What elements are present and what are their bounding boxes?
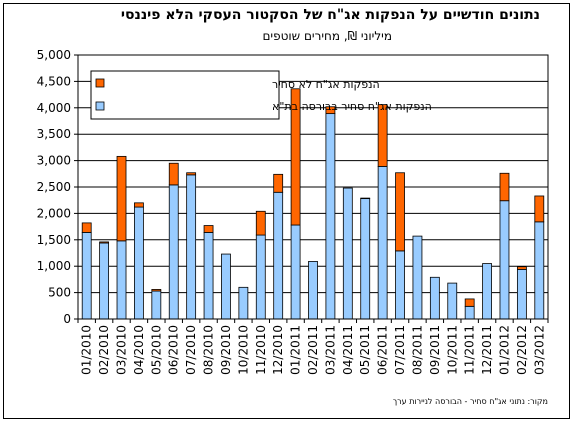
plot-area-border [77, 54, 549, 320]
bar-non-traded [81, 222, 92, 233]
x-tick-label: 04/2011 [341, 325, 355, 375]
bar-non-traded [464, 298, 475, 307]
bar-traded [99, 242, 110, 320]
x-tick-label: 11/2010 [254, 325, 268, 375]
bar-non-traded [168, 162, 179, 186]
bar-traded [81, 232, 92, 320]
x-tick-label: 05/2011 [358, 325, 372, 375]
bar-traded [134, 206, 144, 320]
x-tick-label: 03/2012 [532, 325, 546, 375]
bar-traded [429, 276, 440, 320]
chart-title: נתונים חודשיים על הנפקות אג"ח של הסקטור … [120, 7, 540, 23]
x-tick-label: 08/2010 [202, 325, 216, 375]
y-tick-label: 500 [48, 286, 71, 300]
bar-traded [116, 240, 127, 320]
axes [74, 54, 549, 323]
bar-non-traded [255, 210, 266, 236]
bar-traded [308, 261, 318, 320]
bar-traded [534, 221, 545, 320]
bars [81, 88, 545, 320]
bar-traded [186, 174, 197, 320]
x-tick-label: 10/2010 [236, 325, 250, 375]
bar-traded [221, 253, 231, 320]
bar-traded [464, 305, 475, 320]
x-tick-label: 07/2010 [184, 325, 198, 375]
x-tick-label: 02/2011 [306, 325, 320, 375]
y-tick-label: 5,000 [37, 48, 71, 62]
legend-label-traded: הנפקות אג"ח סחיר בבורסה בת"א [272, 100, 432, 113]
y-tick-label: 4,500 [37, 74, 71, 88]
bar-traded [516, 268, 527, 320]
y-tick-label: 3,000 [37, 154, 71, 168]
x-tick-label: 04/2010 [132, 325, 146, 375]
y-tick-label: 2,500 [37, 180, 71, 194]
legend-box [90, 70, 280, 120]
y-tick-labels: 0 500 1,000 1,500 2,000 2,500 3,000 3,500 4,000 4… [37, 48, 71, 326]
y-tick-label: 2,000 [37, 206, 71, 220]
bar-non-traded [534, 195, 545, 223]
bar-non-traded [186, 172, 197, 176]
bar-traded [395, 250, 405, 320]
y-tick-label: 4,000 [37, 101, 71, 115]
legend: הנפקות אג"ח לא סחיר הנפקות אג"ח סחיר בבור… [90, 70, 432, 120]
bar-non-traded [134, 202, 144, 208]
x-tick-label: 02/2012 [515, 325, 529, 375]
x-tick-label: 12/2011 [480, 325, 494, 375]
x-tick-label: 01/2010 [80, 325, 94, 375]
bar-traded [447, 282, 458, 320]
x-tick-label: 06/2010 [167, 325, 181, 375]
bar-traded [499, 200, 510, 320]
bar-traded [377, 166, 388, 320]
x-tick-label: 09/2010 [219, 325, 233, 375]
bar-traded [238, 286, 249, 320]
legend-swatch-traded [95, 101, 105, 111]
bar-non-traded [99, 241, 110, 244]
bar-non-traded [395, 172, 405, 252]
bar-non-traded [116, 155, 127, 242]
bar-traded [342, 187, 353, 320]
bar-traded [151, 290, 162, 320]
bar-traded [203, 232, 214, 320]
y-tick-label: 0 [63, 312, 71, 326]
bar-traded [360, 198, 371, 320]
x-tick-label: 07/2011 [393, 325, 407, 375]
bar-traded [168, 184, 179, 320]
x-tick-label: 06/2011 [376, 325, 390, 375]
y-tick-label: 3,500 [37, 127, 71, 141]
bar-traded [482, 263, 492, 320]
x-tick-label: 05/2010 [149, 325, 163, 375]
x-tick-label: 01/2012 [497, 325, 511, 375]
y-tick-label: 1,500 [37, 233, 71, 247]
y-tick-label: 1,000 [37, 259, 71, 273]
bar-traded [325, 113, 336, 320]
bar-non-traded [203, 225, 214, 233]
x-tick-label: 11/2011 [463, 325, 477, 375]
x-tick-label: 01/2011 [289, 325, 303, 375]
x-tick-label: 12/2010 [271, 325, 285, 375]
bar-traded [412, 235, 423, 320]
bar-non-traded [290, 88, 301, 226]
legend-swatch-non-traded [95, 78, 105, 88]
x-tick-labels: 01/2010 02/2010 03/2010 04/2010 05/2010 06/20… [80, 325, 547, 375]
chart-subtitle: מיליוני ₪, מחירים שוטפים [262, 29, 392, 43]
x-tick-label: 10/2011 [445, 325, 459, 375]
x-tick-label: 03/2011 [323, 325, 337, 375]
bar-non-traded [325, 106, 336, 115]
x-tick-label: 02/2010 [97, 325, 111, 375]
legend-label-non-traded: הנפקות אג"ח לא סחיר [272, 78, 380, 91]
x-tick-label: 03/2010 [115, 325, 129, 375]
bar-traded [290, 224, 301, 320]
bar-non-traded [516, 266, 527, 270]
source-note: מקור: נתוני אג"ח סחיר - הבורסה לניירות ע… [392, 397, 548, 406]
bar-traded [273, 191, 284, 320]
bar-non-traded [273, 173, 284, 193]
x-tick-label: 08/2011 [410, 325, 424, 375]
bar-non-traded [360, 197, 371, 200]
bar-non-traded [499, 172, 510, 202]
bar-non-traded [377, 104, 388, 167]
x-tick-label: 09/2011 [428, 325, 442, 375]
bar-traded [255, 234, 266, 320]
bar-non-traded [151, 289, 162, 292]
